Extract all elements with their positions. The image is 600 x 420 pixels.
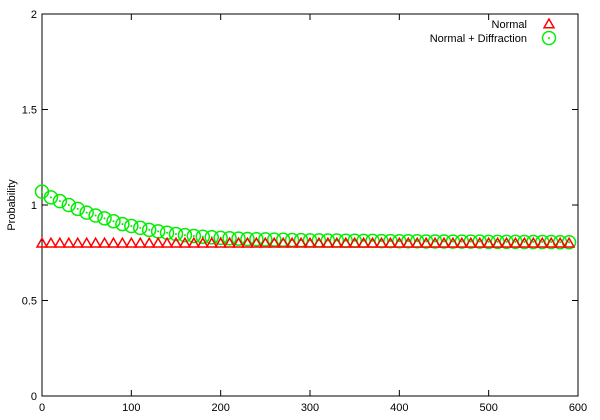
- normal-point: [419, 236, 433, 248]
- x-tick-label: 300: [301, 402, 319, 414]
- normal-point: [80, 236, 93, 248]
- normal-point: [491, 236, 504, 248]
- normal-point: [562, 236, 576, 248]
- normal-point: [553, 236, 567, 248]
- normal-point: [393, 236, 406, 248]
- plot-frame: [41, 13, 579, 397]
- x-tick-label: 200: [211, 402, 229, 414]
- normal-point: [133, 236, 147, 248]
- normal-diffraction-point: [52, 193, 68, 209]
- ticks-layer: 0 100 200 300 400 500 600 0 0.5 1 1.5 2: [22, 9, 587, 414]
- normal-point: [482, 236, 495, 248]
- y-tick-label: 1: [31, 200, 37, 212]
- normal-point: [401, 236, 415, 248]
- normal-diffraction-point: [186, 228, 202, 244]
- normal-diffraction-point: [177, 227, 193, 243]
- y-tick-label: 2: [31, 9, 37, 21]
- x-tick-label: 500: [479, 402, 497, 414]
- normal-point: [169, 236, 183, 248]
- legend-label: Normal: [492, 19, 527, 31]
- normal-diffraction-point: [97, 211, 112, 226]
- normal-point: [428, 236, 442, 248]
- normal-point: [178, 236, 192, 248]
- x-tick-label: 0: [39, 402, 45, 414]
- normal-diffraction-point: [70, 201, 85, 217]
- normal-diffraction-point: [106, 213, 121, 229]
- points-layer: [34, 184, 577, 250]
- normal-diffraction-point: [168, 226, 184, 242]
- y-tick-label: 0: [31, 391, 37, 403]
- legend-triangle-icon: [542, 17, 556, 29]
- normal-point: [71, 236, 85, 248]
- normal-point: [35, 236, 49, 248]
- normal-point: [250, 236, 263, 248]
- legend: Normal Normal + Diffraction: [430, 17, 557, 46]
- normal-point: [366, 236, 379, 248]
- normal-point: [535, 236, 549, 248]
- normal-point: [267, 236, 281, 248]
- normal-point: [509, 236, 522, 248]
- normal-diffraction-point: [133, 220, 148, 236]
- normal-point: [241, 236, 254, 248]
- x-tick-label: 400: [390, 402, 408, 414]
- normal-point: [259, 236, 272, 248]
- y-tick-label: 1.5: [22, 105, 37, 117]
- normal-point: [357, 236, 370, 248]
- normal-point: [330, 236, 344, 248]
- normal-point: [312, 236, 326, 248]
- x-tick-label: 100: [122, 402, 140, 414]
- normal-point: [232, 236, 245, 248]
- normal-diffraction-point: [124, 218, 139, 234]
- normal-point: [375, 236, 388, 248]
- normal-point: [187, 236, 201, 248]
- normal-point: [455, 236, 469, 248]
- normal-diffraction-point: [141, 222, 157, 238]
- normal-diffraction-point: [115, 216, 130, 232]
- normal-diffraction-point: [61, 197, 77, 213]
- normal-point: [98, 236, 111, 248]
- normal-point: [223, 236, 236, 248]
- normal-point: [500, 236, 513, 248]
- x-tick-label: 600: [569, 402, 587, 414]
- normal-diffraction-point: [79, 205, 94, 220]
- normal-point: [142, 236, 156, 248]
- normal-point: [160, 236, 174, 248]
- normal-point: [89, 236, 102, 248]
- normal-point: [276, 236, 290, 248]
- normal-point: [446, 236, 460, 248]
- normal-point: [348, 236, 361, 248]
- normal-point: [205, 236, 219, 248]
- legend-circle-icon: [541, 30, 557, 46]
- y-axis-label: Probability: [6, 179, 18, 231]
- normal-point: [294, 236, 308, 248]
- normal-point: [285, 236, 299, 248]
- normal-diffraction-point: [150, 224, 166, 239]
- normal-diffraction-point: [43, 190, 59, 205]
- normal-point: [125, 236, 138, 248]
- normal-point: [473, 236, 487, 248]
- normal-point: [544, 236, 558, 248]
- normal-point: [437, 236, 451, 248]
- normal-point: [151, 236, 165, 248]
- normal-point: [518, 236, 531, 248]
- legend-label: Normal + Diffraction: [430, 33, 527, 45]
- normal-point: [339, 236, 353, 248]
- normal-point: [107, 236, 120, 248]
- normal-point: [410, 236, 424, 248]
- normal-point: [53, 236, 67, 248]
- normal-point: [384, 236, 397, 248]
- normal-point: [116, 236, 129, 248]
- normal-point: [62, 236, 76, 248]
- normal-point: [527, 236, 540, 248]
- y-tick-label: 0.5: [22, 296, 37, 308]
- normal-diffraction-point: [88, 208, 103, 223]
- normal-point: [44, 236, 58, 248]
- normal-point: [214, 236, 227, 248]
- normal-point: [303, 236, 317, 248]
- normal-point: [321, 236, 335, 248]
- normal-point: [196, 236, 210, 248]
- normal-point: [464, 236, 478, 248]
